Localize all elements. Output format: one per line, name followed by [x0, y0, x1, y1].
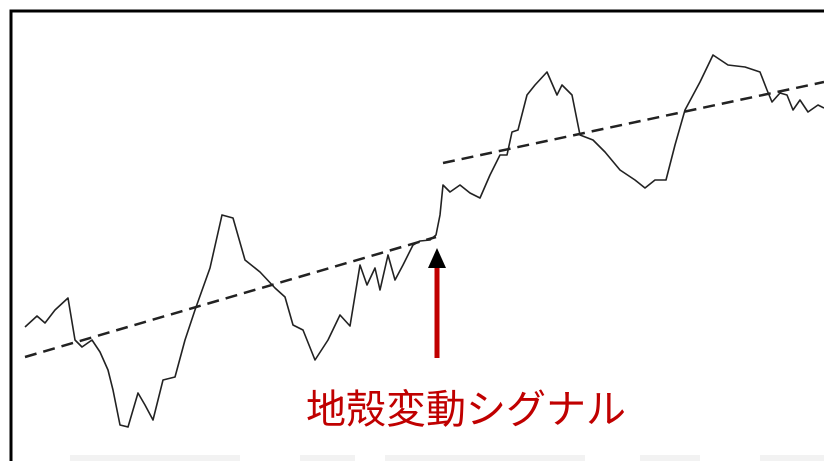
arrow-head	[428, 248, 446, 268]
footer-box	[385, 455, 585, 461]
frame	[9, 9, 824, 461]
footer-boxes	[70, 455, 824, 461]
footer-box	[70, 455, 240, 461]
plot-area	[24, 54, 824, 428]
footer-box	[760, 455, 824, 461]
annotation-text: 地殻変動シグナル	[306, 387, 626, 433]
trend-line	[24, 80, 824, 359]
footer-box	[640, 455, 700, 461]
footer-box	[300, 455, 355, 461]
